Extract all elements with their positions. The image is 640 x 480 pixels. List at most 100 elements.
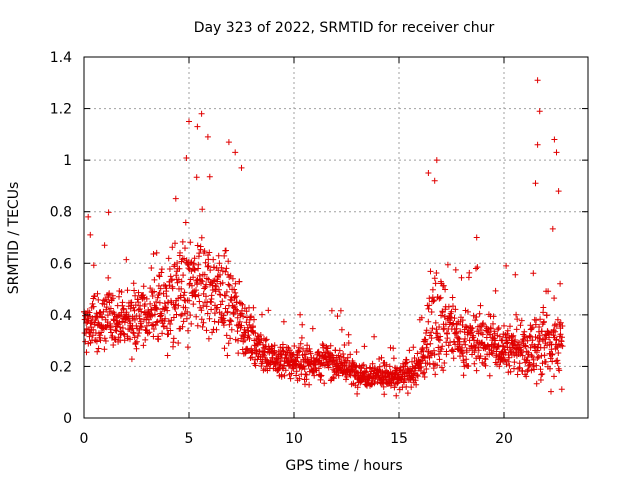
data-point: [225, 139, 232, 146]
data-point: [203, 293, 209, 300]
data-point: [232, 303, 238, 310]
data-point: [97, 332, 104, 339]
data-point: [451, 315, 458, 322]
data-point: [137, 320, 144, 327]
data-point: [190, 274, 197, 281]
data-point: [135, 299, 142, 306]
data-point: [146, 329, 153, 336]
data-point: [425, 170, 432, 176]
y-tick-label: 0.6: [50, 256, 72, 272]
data-point: [224, 352, 231, 359]
data-point: [456, 336, 463, 343]
data-point: [469, 325, 476, 332]
data-point: [173, 272, 180, 279]
data-point: [401, 379, 407, 386]
data-point: [148, 306, 154, 313]
data-point: [414, 350, 421, 357]
data-point: [201, 271, 208, 278]
data-point: [465, 308, 471, 315]
data-point: [439, 309, 446, 316]
data-point: [510, 332, 517, 339]
data-point: [206, 315, 213, 322]
data-point: [94, 313, 101, 320]
data-point: [542, 358, 549, 365]
data-point: [432, 371, 439, 378]
data-point: [420, 370, 426, 377]
data-point: [512, 271, 519, 278]
data-point: [533, 317, 540, 324]
data-point: [172, 195, 179, 202]
data-point: [213, 306, 220, 312]
data-point: [151, 311, 158, 318]
grid-layer: [84, 57, 588, 418]
data-point: [249, 354, 255, 361]
data-point: [423, 330, 429, 336]
data-point: [306, 381, 313, 388]
data-point: [482, 356, 489, 363]
data-point: [98, 329, 105, 336]
data-point: [556, 367, 563, 374]
data-point: [271, 342, 278, 349]
data-point: [347, 351, 354, 358]
data-point: [168, 317, 175, 324]
data-point: [433, 157, 440, 164]
data-point: [170, 335, 177, 342]
y-tick-label: 1.2: [50, 102, 72, 118]
data-point: [192, 293, 199, 300]
data-point: [472, 345, 479, 352]
data-point: [559, 343, 566, 350]
data-point: [450, 303, 456, 310]
data-point: [235, 350, 242, 357]
data-point: [345, 340, 352, 346]
y-tick-label: 0: [63, 411, 72, 427]
data-point: [518, 317, 525, 324]
data-point: [444, 261, 451, 268]
data-point: [85, 213, 92, 220]
data-point: [165, 255, 172, 262]
data-point: [369, 360, 376, 367]
data-point: [516, 360, 523, 367]
data-point: [536, 108, 543, 115]
data-point: [172, 240, 178, 247]
data-point: [534, 355, 541, 361]
data-point: [509, 333, 516, 340]
data-point: [148, 307, 155, 314]
data-point: [226, 282, 233, 289]
data-point: [463, 349, 470, 356]
data-point: [328, 307, 335, 314]
data-point: [204, 310, 211, 317]
data-point: [410, 344, 417, 351]
data-point: [198, 234, 205, 241]
data-point: [90, 262, 97, 269]
data-point: [247, 314, 254, 321]
data-point: [528, 367, 535, 374]
data-point: [488, 349, 495, 356]
data-point: [444, 335, 451, 342]
data-point: [473, 367, 480, 374]
data-point: [429, 286, 436, 293]
data-point: [487, 324, 494, 331]
data-point: [143, 295, 150, 302]
data-point: [147, 285, 154, 292]
data-point: [559, 323, 566, 329]
data-point: [320, 342, 327, 349]
data-point: [341, 342, 348, 348]
data-point: [436, 356, 443, 363]
data-point: [494, 332, 501, 339]
data-point: [555, 350, 562, 356]
data-point: [482, 355, 488, 362]
data-point: [157, 285, 164, 292]
data-point: [223, 247, 229, 254]
data-point: [551, 373, 557, 380]
data-point: [243, 308, 250, 315]
data-point: [269, 354, 276, 361]
data-point: [227, 317, 233, 324]
data-point: [432, 319, 439, 326]
data-point: [536, 324, 543, 330]
data-point: [241, 337, 248, 344]
data-point: [138, 324, 145, 331]
data-point: [119, 299, 126, 306]
data-point: [498, 355, 504, 361]
data-point: [131, 316, 138, 323]
data-point: [542, 336, 549, 343]
